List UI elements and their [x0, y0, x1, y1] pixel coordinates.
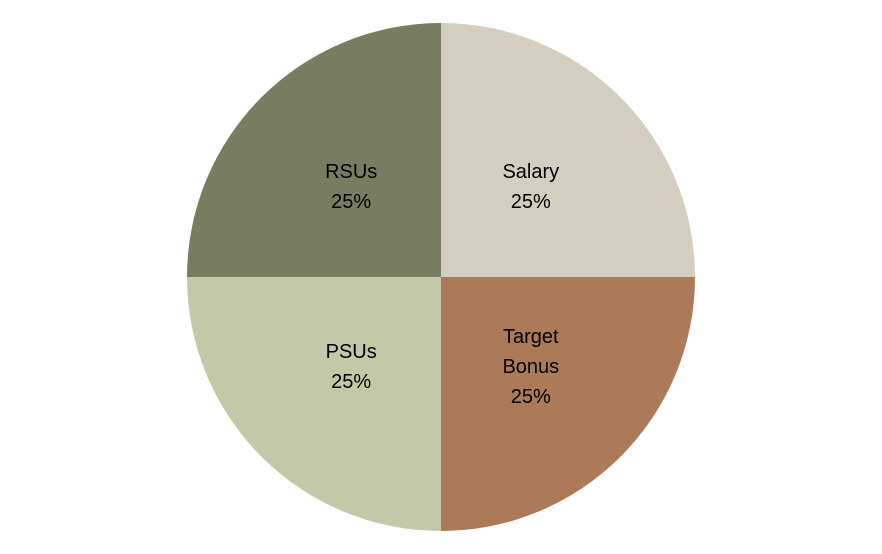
category-label: PSUs [325, 340, 377, 363]
category-label: Salary [502, 161, 560, 184]
pie-slice [187, 23, 441, 277]
value-label: 25% [510, 385, 551, 408]
slice-label: Target Bonus 25% [491, 322, 571, 412]
value-label: 25% [331, 191, 372, 214]
pie-slice [441, 277, 695, 531]
slice-label: PSUs 25% [311, 337, 391, 397]
category-label: Target Bonus [502, 325, 560, 378]
value-label: 25% [331, 370, 372, 393]
slice-label: Salary 25% [491, 157, 571, 217]
slice-label: RSUs 25% [311, 157, 391, 217]
value-label: 25% [510, 191, 551, 214]
pie-slice [187, 277, 441, 531]
pie-slice [441, 23, 695, 277]
category-label: RSUs [325, 161, 378, 184]
